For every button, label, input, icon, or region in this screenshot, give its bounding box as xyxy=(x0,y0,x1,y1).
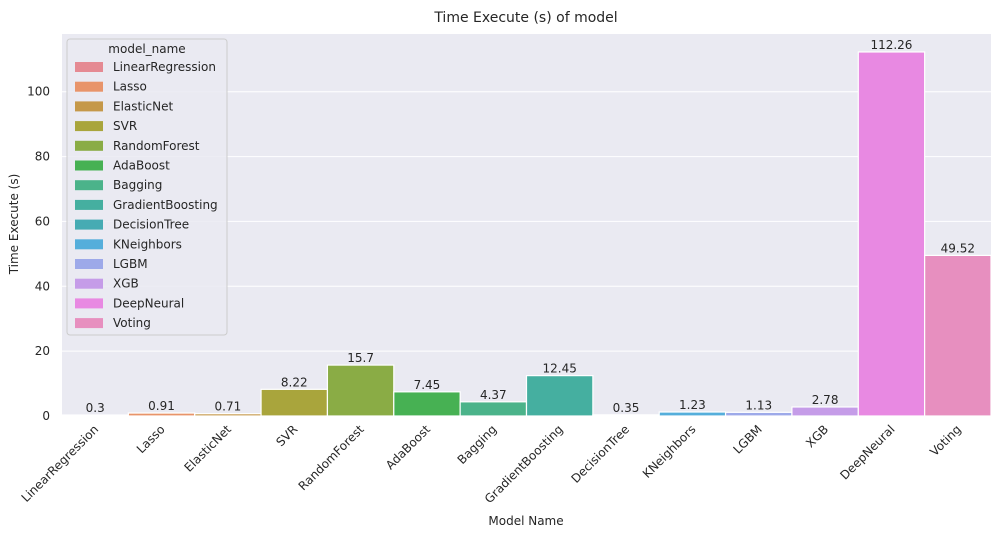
legend-box xyxy=(66,38,228,336)
y-tick-label: 60 xyxy=(35,214,50,228)
bar-decisiontree xyxy=(592,414,660,417)
bar-value-label: 0.35 xyxy=(613,401,640,415)
bar-value-label: 1.13 xyxy=(745,398,772,412)
x-axis-label: Model Name xyxy=(488,514,563,528)
y-tick-label: 80 xyxy=(35,150,50,164)
bar-bagging xyxy=(459,401,528,417)
y-axis-label: Time Execute (s) xyxy=(7,174,21,276)
legend-label: Lasso xyxy=(113,80,147,94)
bars xyxy=(61,51,992,417)
bar-voting xyxy=(924,254,992,417)
legend-swatch xyxy=(75,199,103,210)
bar-value-label: 0.3 xyxy=(86,401,105,415)
legend-swatch xyxy=(75,180,103,191)
legend-label: SVR xyxy=(113,119,137,133)
legend-items: LinearRegression Lasso ElasticNet SVR Random… xyxy=(75,60,218,330)
legend-swatch xyxy=(75,239,103,250)
bar-value-label: 49.52 xyxy=(941,241,975,255)
chart-title: Time Execute (s) of model xyxy=(433,10,617,26)
bar-lgbm xyxy=(724,411,793,417)
legend-swatch xyxy=(75,278,103,289)
y-axis-ticks: 0 20 40 60 80 100 xyxy=(27,85,50,423)
bar-value-label: 2.78 xyxy=(812,393,839,407)
bar-value-label: 4.37 xyxy=(480,388,507,402)
legend-label: LinearRegression xyxy=(113,60,216,74)
legend-label: XGB xyxy=(113,277,139,291)
legend-label: GradientBoosting xyxy=(113,198,218,212)
x-axis-ticks: LinearRegression Lasso ElasticNet SVRRandom… xyxy=(19,422,964,506)
bar-lasso xyxy=(127,412,196,417)
legend-swatch xyxy=(75,121,103,132)
bar-linearregression xyxy=(61,414,129,417)
legend-label: DeepNeural xyxy=(113,296,184,310)
bar-kneighbors xyxy=(658,411,727,417)
x-tick-label: Voting xyxy=(927,422,964,459)
bar-adaboost xyxy=(393,391,461,417)
legend-label: Voting xyxy=(113,316,151,330)
bar-value-labels: 0.3 0.91 0.71 8.22 15.7 7.45 4.37 12.45 0.35 1.23… xyxy=(86,38,975,415)
x-tick-label: XGB xyxy=(803,422,831,450)
y-tick-label: 0 xyxy=(42,409,50,423)
legend-label: LGBM xyxy=(113,257,148,271)
y-tick-label: 40 xyxy=(35,279,50,293)
x-tick-label: KNeighbors xyxy=(640,422,699,481)
legend-label: AdaBoost xyxy=(113,159,170,173)
x-tick-label: DeepNeural xyxy=(837,422,897,482)
legend-label: RandomForest xyxy=(113,139,200,153)
legend-swatch xyxy=(75,62,103,72)
legend: model_name LinearRegression Lasso ElasticN… xyxy=(66,38,228,336)
x-tick-label: Lasso xyxy=(134,422,168,456)
bar-elasticnet xyxy=(194,413,262,417)
legend-swatch xyxy=(75,219,103,230)
legend-label: Bagging xyxy=(113,178,162,192)
x-tick-label: SVR xyxy=(273,422,300,449)
legend-label: ElasticNet xyxy=(113,99,174,113)
bar-xgb xyxy=(791,406,859,417)
bar-value-label: 1.23 xyxy=(679,398,706,412)
x-tick-label: RandomForest xyxy=(296,422,367,493)
legend-swatch xyxy=(75,101,103,112)
x-tick-label: ElasticNet xyxy=(182,422,235,475)
bar-value-label: 0.71 xyxy=(215,400,242,414)
x-tick-label: DecisionTree xyxy=(568,422,632,486)
bar-deepneural xyxy=(857,51,926,417)
legend-swatch xyxy=(75,298,103,309)
legend-label: DecisionTree xyxy=(113,218,189,232)
legend-swatch xyxy=(75,160,103,171)
bar-gradientboosting xyxy=(525,375,594,417)
y-tick-label: 100 xyxy=(27,85,50,99)
x-tick-label: Bagging xyxy=(455,422,500,467)
legend-swatch xyxy=(75,318,103,329)
legend-swatch xyxy=(75,81,103,92)
bar-randomforest xyxy=(326,364,395,417)
bar-svr xyxy=(260,388,329,417)
legend-label: KNeighbors xyxy=(113,237,182,251)
x-tick-label: AdaBoost xyxy=(383,422,433,472)
legend-swatch xyxy=(75,140,103,151)
bar-value-label: 12.45 xyxy=(542,362,576,376)
bar-value-label: 15.7 xyxy=(347,351,374,365)
bar-value-label: 8.22 xyxy=(281,375,308,389)
y-tick-label: 20 xyxy=(35,344,50,358)
x-tick-label: LinearRegression xyxy=(19,422,102,505)
bar-value-label: 112.26 xyxy=(870,38,912,52)
bar-value-label: 0.91 xyxy=(148,399,175,413)
bar-value-label: 7.45 xyxy=(414,378,441,392)
legend-title: model_name xyxy=(108,42,185,56)
legend-swatch xyxy=(75,259,103,269)
x-tick-label: LGBM xyxy=(731,422,765,456)
